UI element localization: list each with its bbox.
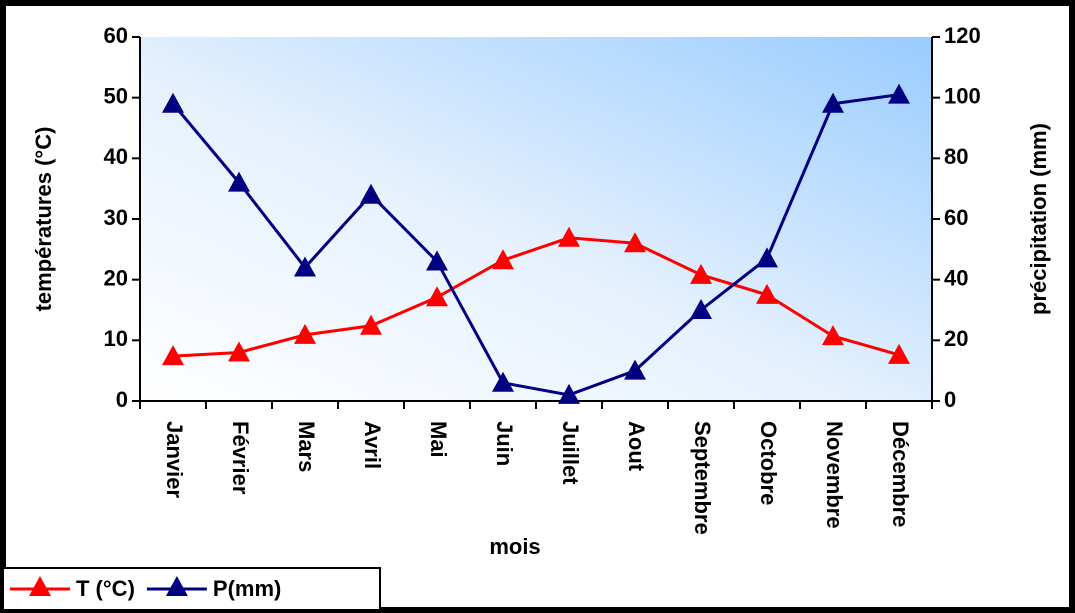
marker — [624, 232, 646, 253]
y-tick-label: 20 — [104, 265, 128, 290]
legend-label: P(mm) — [213, 576, 281, 601]
marker — [360, 314, 382, 335]
marker — [888, 83, 910, 104]
y-tick-label: 10 — [104, 326, 128, 351]
y-tick-label: 40 — [104, 144, 128, 169]
marker — [624, 359, 646, 380]
y2-tick-label: 80 — [944, 144, 968, 169]
plot-area — [140, 37, 932, 401]
x-tick-label: Mars — [294, 421, 319, 472]
legend-marker — [165, 576, 188, 596]
y2-tick-label: 120 — [944, 23, 981, 48]
marker — [756, 283, 778, 304]
x-tick-label: Novembre — [822, 421, 847, 529]
y-tick-label: 30 — [104, 205, 128, 230]
series-line — [171, 93, 900, 397]
marker — [690, 263, 712, 284]
x-tick-label: Janvier — [162, 421, 187, 498]
marker — [294, 256, 316, 277]
y-tick-label: 0 — [116, 387, 128, 412]
marker — [822, 325, 844, 346]
y2-tick-label: 40 — [944, 265, 968, 290]
x-axis-title: mois — [489, 534, 540, 559]
legend-marker — [29, 576, 51, 596]
y2-axis-title: précipitation (mm) — [1026, 123, 1051, 315]
marker — [558, 226, 580, 247]
marker — [492, 371, 514, 392]
marker — [360, 183, 382, 204]
marker — [294, 323, 316, 344]
marker — [822, 92, 844, 113]
marker — [492, 249, 514, 270]
x-tick-label: Juillet — [558, 421, 583, 485]
series-line — [172, 236, 900, 358]
y2-tick-label: 20 — [944, 326, 968, 351]
marker — [888, 343, 910, 364]
x-tick-label: Juin — [492, 421, 517, 466]
y-axis-title: températures (°C) — [31, 127, 56, 312]
x-tick-label: Mai — [426, 421, 451, 458]
x-tick-label: Décembre — [888, 421, 913, 527]
x-tick-label: Avril — [360, 421, 385, 469]
y-tick-label: 50 — [104, 83, 128, 108]
marker — [426, 286, 448, 307]
y-tick-label: 60 — [104, 23, 128, 48]
x-tick-label: Aout — [624, 421, 649, 472]
y2-tick-label: 0 — [944, 387, 956, 412]
marker — [756, 247, 778, 268]
marker — [228, 171, 250, 192]
y2-tick-label: 60 — [944, 205, 968, 230]
marker — [558, 383, 580, 404]
y2-tick-label: 100 — [944, 83, 981, 108]
marker — [426, 250, 448, 271]
marker — [228, 341, 250, 362]
marker — [162, 345, 184, 366]
marker — [162, 92, 184, 113]
marker — [690, 299, 712, 319]
x-tick-label: Septembre — [690, 421, 715, 535]
x-tick-label: Octobre — [756, 421, 781, 505]
x-tick-label: Février — [228, 421, 253, 495]
legend-label: T (°C) — [76, 576, 135, 601]
